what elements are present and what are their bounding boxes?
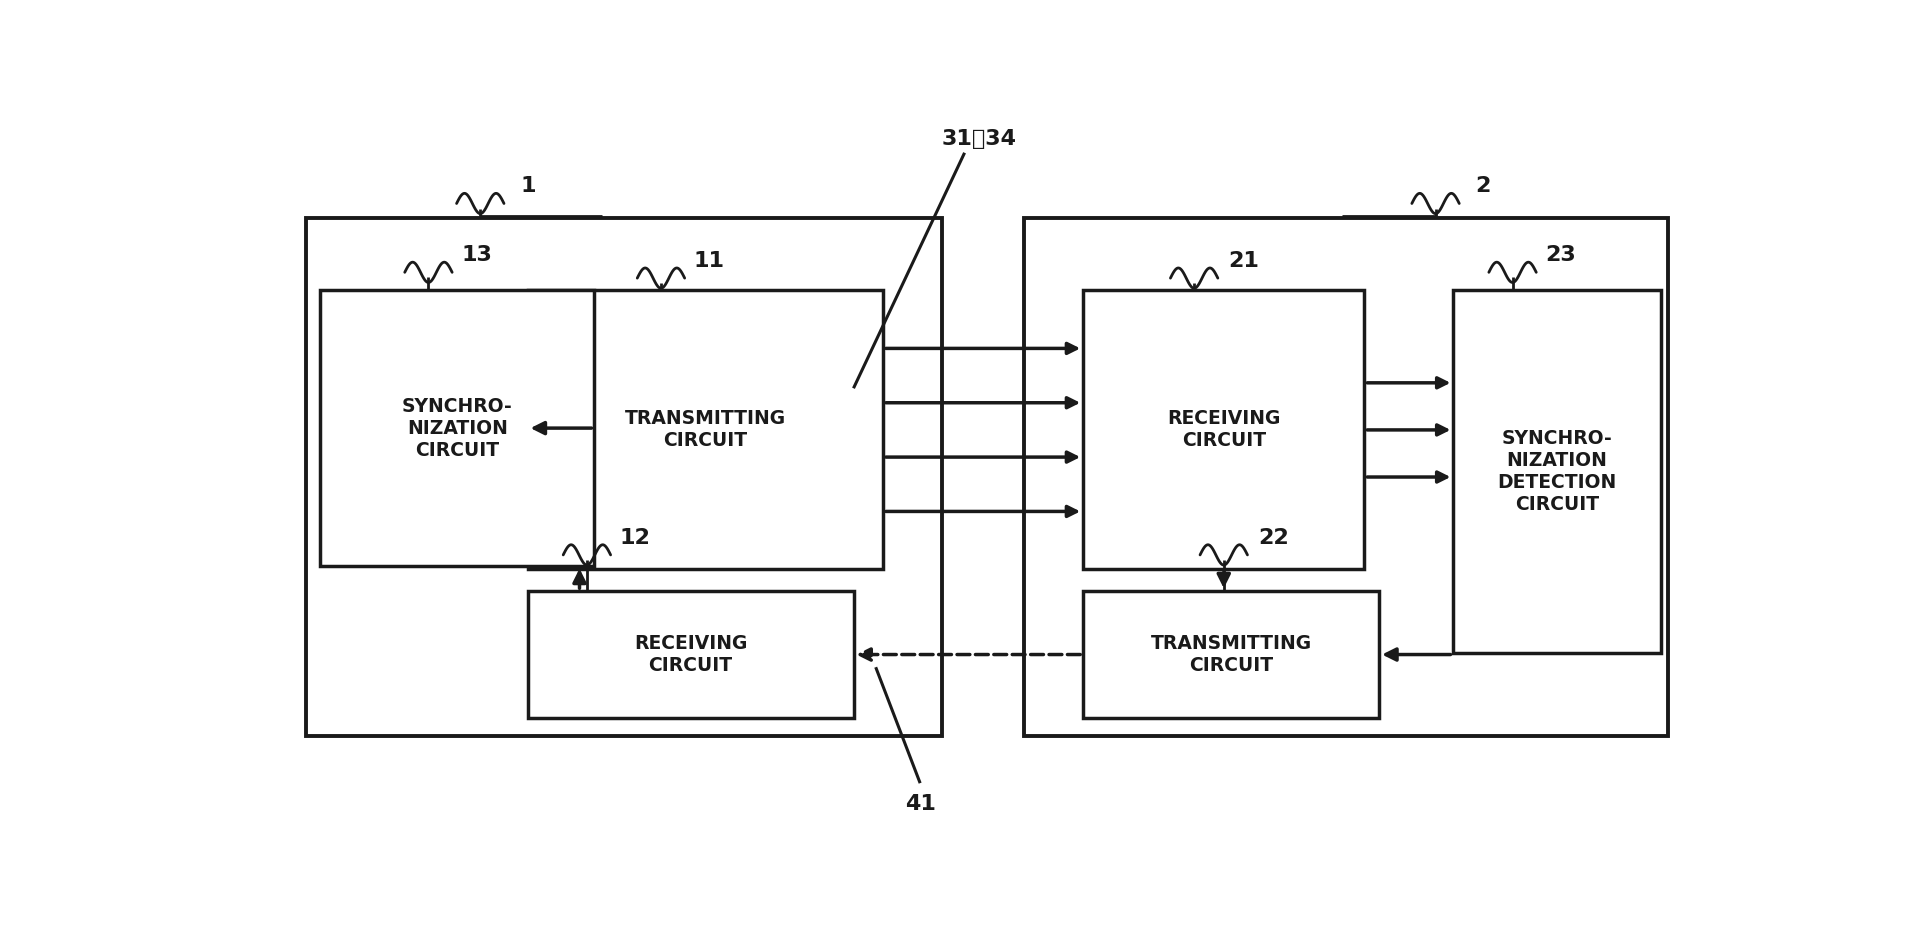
Text: 1: 1	[520, 176, 535, 197]
Bar	[1452, 291, 1661, 653]
Text: 31～34: 31～34	[942, 129, 1017, 150]
Text: 2: 2	[1475, 176, 1491, 197]
Bar	[306, 218, 942, 736]
Bar	[527, 591, 854, 718]
Bar	[1024, 218, 1668, 736]
Text: 13: 13	[461, 245, 491, 265]
Text: 23: 23	[1546, 245, 1577, 265]
Bar	[527, 291, 883, 569]
Text: TRANSMITTING
CIRCUIT: TRANSMITTING CIRCUIT	[625, 409, 785, 451]
Text: 12: 12	[619, 528, 650, 548]
Bar	[1084, 591, 1380, 718]
Bar	[321, 291, 594, 566]
Text: TRANSMITTING
CIRCUIT: TRANSMITTING CIRCUIT	[1150, 634, 1311, 675]
Bar	[1084, 291, 1364, 569]
Text: 21: 21	[1229, 251, 1259, 271]
Text: 41: 41	[904, 794, 936, 814]
Text: SYNCHRO-
NIZATION
DETECTION
CIRCUIT: SYNCHRO- NIZATION DETECTION CIRCUIT	[1498, 429, 1617, 514]
Text: RECEIVING
CIRCUIT: RECEIVING CIRCUIT	[634, 634, 747, 675]
Text: SYNCHRO-
NIZATION
CIRCUIT: SYNCHRO- NIZATION CIRCUIT	[401, 396, 512, 459]
Text: RECEIVING
CIRCUIT: RECEIVING CIRCUIT	[1168, 409, 1280, 451]
Text: 22: 22	[1257, 528, 1288, 548]
Text: 11: 11	[694, 251, 724, 271]
